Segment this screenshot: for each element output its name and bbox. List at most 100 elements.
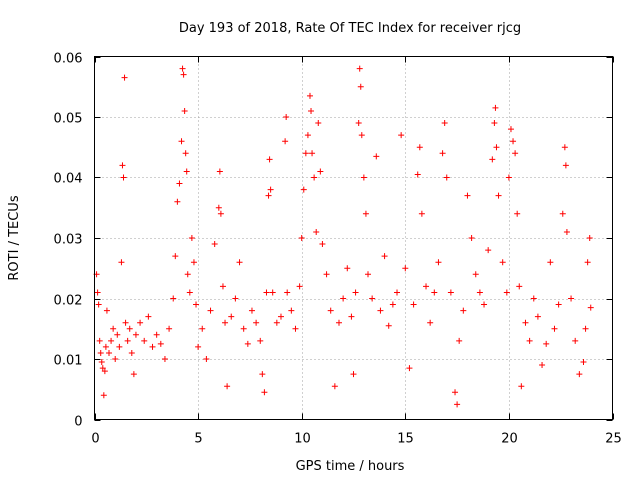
data-point xyxy=(441,120,448,127)
data-point xyxy=(108,337,115,344)
data-point xyxy=(96,337,103,344)
data-point xyxy=(232,295,239,302)
data-point xyxy=(106,349,113,356)
data-point xyxy=(561,144,568,151)
data-point xyxy=(128,349,135,356)
data-point xyxy=(418,210,425,217)
data-point xyxy=(172,253,179,260)
y-tick-label: 0.04 xyxy=(54,172,83,187)
data-point xyxy=(402,265,409,272)
data-point xyxy=(576,371,583,378)
data-point xyxy=(350,371,357,378)
data-point xyxy=(323,271,330,278)
data-point xyxy=(410,301,417,308)
data-point xyxy=(103,307,110,314)
data-point xyxy=(120,174,127,181)
data-point xyxy=(356,65,363,72)
tick-labels: 0 5 10 15 20 25 0 0.01 0.02 0.03 0.04 0.05 0.06 xyxy=(54,52,622,447)
data-point xyxy=(99,365,106,372)
y-tick-label: 0.06 xyxy=(54,52,83,67)
data-point xyxy=(547,259,554,266)
data-point xyxy=(282,138,289,145)
data-point xyxy=(288,307,295,314)
data-point xyxy=(373,153,380,160)
data-point xyxy=(587,304,594,311)
data-point xyxy=(94,289,101,296)
data-point xyxy=(431,289,438,296)
data-points xyxy=(93,65,594,408)
data-point xyxy=(224,383,231,390)
data-point xyxy=(257,337,264,344)
data-point xyxy=(284,289,291,296)
data-point xyxy=(472,271,479,278)
data-point xyxy=(219,283,226,290)
data-point xyxy=(195,343,202,350)
data-point xyxy=(183,168,190,175)
data-point xyxy=(315,120,322,127)
y-tick-label: 0.05 xyxy=(54,112,83,127)
data-point xyxy=(141,337,148,344)
data-point xyxy=(365,271,372,278)
data-point xyxy=(319,241,326,248)
data-point xyxy=(190,259,197,266)
data-point xyxy=(398,132,405,139)
data-point xyxy=(253,319,260,326)
data-point xyxy=(526,337,533,344)
data-point xyxy=(102,343,109,350)
data-point xyxy=(468,235,475,241)
data-point xyxy=(186,289,193,296)
data-point xyxy=(259,371,266,378)
data-point xyxy=(414,171,421,178)
y-tick-label: 0.01 xyxy=(54,354,83,369)
data-point xyxy=(584,259,591,266)
data-point xyxy=(145,313,152,320)
data-point xyxy=(157,340,164,347)
x-tick-label: 10 xyxy=(294,432,311,447)
data-point xyxy=(228,313,235,320)
x-tick-label: 0 xyxy=(91,432,99,447)
data-point xyxy=(300,186,307,193)
y-tick-label: 0.03 xyxy=(54,233,83,248)
y-axis-title: ROTI / TECUs xyxy=(7,195,22,280)
data-point xyxy=(485,247,492,254)
data-point xyxy=(385,322,392,329)
x-tick-label: 15 xyxy=(397,432,414,447)
data-point xyxy=(137,319,144,326)
data-point xyxy=(568,295,575,302)
data-point xyxy=(114,331,121,338)
data-point xyxy=(394,289,401,296)
data-point xyxy=(240,325,247,332)
data-point xyxy=(207,307,214,314)
data-point xyxy=(551,325,558,332)
data-point xyxy=(304,132,311,139)
data-point xyxy=(358,132,365,139)
x-tick-label: 5 xyxy=(194,432,202,447)
data-point xyxy=(331,383,338,390)
data-point xyxy=(116,343,123,350)
data-point xyxy=(534,313,541,320)
data-point xyxy=(543,340,550,347)
data-point xyxy=(193,301,200,308)
x-tick-label: 25 xyxy=(605,432,622,447)
data-point xyxy=(215,204,222,211)
data-point xyxy=(98,359,105,366)
data-point xyxy=(476,289,483,296)
data-point xyxy=(492,104,499,111)
data-point xyxy=(518,383,525,390)
data-point xyxy=(456,337,463,344)
data-point xyxy=(166,325,173,332)
data-point xyxy=(236,259,243,266)
data-point xyxy=(184,271,191,278)
y-tick-label: 0.02 xyxy=(54,294,83,309)
data-point xyxy=(199,325,206,332)
data-point xyxy=(317,168,324,175)
data-point xyxy=(216,168,223,175)
data-point xyxy=(495,192,502,199)
data-point xyxy=(503,289,510,296)
data-point xyxy=(510,138,517,145)
data-point xyxy=(327,307,334,314)
data-point xyxy=(352,289,359,296)
data-point xyxy=(481,301,488,308)
data-point xyxy=(306,92,313,99)
